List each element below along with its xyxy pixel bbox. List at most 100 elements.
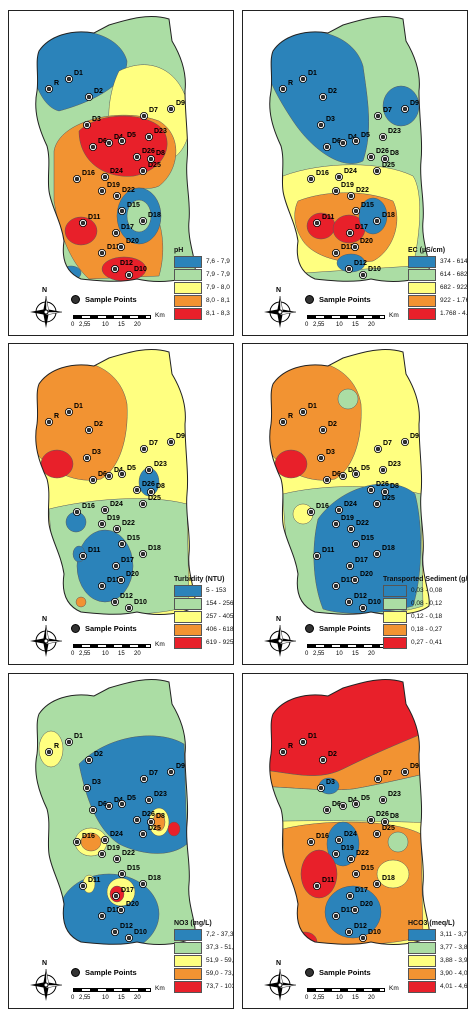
sample-point-dot <box>333 583 339 589</box>
station-label: D24 <box>344 168 357 175</box>
legend-class: 0,03 - 0,08 <box>383 584 467 597</box>
sample-point-dot <box>353 801 359 807</box>
scale-tick-label: 10 <box>102 322 109 328</box>
sample-point-dot <box>353 871 359 877</box>
sample-point-dot <box>348 856 354 862</box>
sample-point-dot <box>318 122 324 128</box>
station-label: D15 <box>361 535 374 542</box>
station-label: D4 <box>114 467 123 474</box>
station-label: D3 <box>92 779 101 786</box>
station-label: D22 <box>122 187 135 194</box>
scale-tick-label: 15 <box>352 322 359 328</box>
scale-bar-graphic <box>307 988 385 992</box>
station-label: D24 <box>110 168 123 175</box>
station-label: D5 <box>361 795 370 802</box>
sample-point-dot <box>90 807 96 813</box>
sample-point-dot <box>280 419 286 425</box>
legend-swatch <box>383 636 407 649</box>
scale-tick-label: 15 <box>352 651 359 657</box>
sample-point-dot <box>300 76 306 82</box>
north-label: N <box>276 960 282 967</box>
station-label: D18 <box>148 212 161 219</box>
legend-range: 3,88 - 3,90 <box>440 957 468 964</box>
station-label: D20 <box>126 238 139 245</box>
station-label: D24 <box>110 831 123 838</box>
sample-point-dot <box>333 250 339 256</box>
scale-unit: Km <box>389 312 399 319</box>
scale-tick-label: 0 <box>305 995 309 1001</box>
sample-point-dot <box>99 521 105 527</box>
sample-point-dot <box>146 467 152 473</box>
sample-point-dot <box>324 807 330 813</box>
station-label: D1 <box>308 733 317 740</box>
sample-point-dot <box>324 477 330 483</box>
scale-bar-graphic <box>307 644 385 648</box>
legend-swatch <box>383 610 407 623</box>
north-label: N <box>276 287 282 294</box>
sample-point-dot <box>353 541 359 547</box>
station-label: D17 <box>355 557 368 564</box>
scale-tick-label: 5 <box>321 322 325 328</box>
sample-point-dot <box>360 272 366 278</box>
legend-range: 4,01 - 4,67 <box>440 983 468 990</box>
station-label: D26 <box>376 148 389 155</box>
legend-swatch <box>408 954 436 967</box>
station-label: D16 <box>316 170 329 177</box>
scale-tick-label: 0 <box>305 651 309 657</box>
station-label: D5 <box>361 465 370 472</box>
sample-point-dot <box>308 509 314 515</box>
station-label: D22 <box>122 520 135 527</box>
station-label: D3 <box>326 449 335 456</box>
station-label: D23 <box>388 791 401 798</box>
sample-point-dot <box>333 913 339 919</box>
station-label: D10 <box>368 266 381 273</box>
station-label: D26 <box>142 811 155 818</box>
map-panel-hco3: R D1 D2 D3 D4 D5 D6 D7 D8 D9 D10 D11 D12 D13 D15 D16 D17… <box>242 673 468 1009</box>
sample-point-symbol <box>305 968 314 977</box>
sample-point-dot <box>148 156 154 162</box>
station-label: D4 <box>348 797 357 804</box>
concentration-zone <box>64 216 98 246</box>
legend-title: HCO3 (meq/L) <box>408 920 455 927</box>
sample-point-dot <box>300 739 306 745</box>
concentration-zone <box>269 360 362 481</box>
station-label: R <box>288 413 293 420</box>
interpolated-zones <box>269 16 430 282</box>
sample-point-dot <box>90 477 96 483</box>
interpolated-zones <box>269 349 430 615</box>
sample-point-dot <box>368 817 374 823</box>
legend-swatch <box>174 636 202 649</box>
concentration-zone <box>269 679 430 776</box>
station-label: D18 <box>382 212 395 219</box>
station-label: D7 <box>383 440 392 447</box>
sample-point-dot <box>99 851 105 857</box>
sample-point-dot <box>66 409 72 415</box>
station-label: D10 <box>368 929 381 936</box>
compass-rose-icon <box>30 624 63 657</box>
station-label: D6 <box>98 471 107 478</box>
legend-title: NO3 (mg/L) <box>174 920 212 927</box>
legend-range: 0,18 - 0,27 <box>411 626 443 633</box>
sample-point-dot <box>360 605 366 611</box>
north-arrow-icon: N <box>29 960 63 1002</box>
scale-tick-label: 20 <box>368 651 375 657</box>
map-panel-turbidity: R D1 D2 D3 D4 D5 D6 D7 D8 D9 D10 D11 D12 D13 D15 D16 D17… <box>8 343 234 665</box>
concentration-zone <box>337 388 359 410</box>
concentration-zone <box>300 849 338 899</box>
station-label: D6 <box>98 138 107 145</box>
legend-class: 7,9 - 8,0 <box>174 281 230 294</box>
thematic-map-ec: R D1 D2 D3 D4 D5 D6 D7 D8 D9 D10 D11 D12 D13 D15 D16 D17… <box>269 16 430 282</box>
station-label: D24 <box>344 501 357 508</box>
sample-point-dot <box>340 803 346 809</box>
station-label: D25 <box>148 162 161 169</box>
sample-point-dot <box>126 605 132 611</box>
scale-tick-label: 2,5 <box>313 651 322 657</box>
sample-point-dot <box>148 489 154 495</box>
sample-point-dot <box>74 839 80 845</box>
legend-class: 374 - 614 <box>408 255 467 268</box>
legend-class: 59,0 - 73,7 <box>174 967 233 980</box>
station-label: D13 <box>341 577 354 584</box>
sample-point-dot <box>336 174 342 180</box>
legend-class: 51,9 - 59,0 <box>174 954 233 967</box>
